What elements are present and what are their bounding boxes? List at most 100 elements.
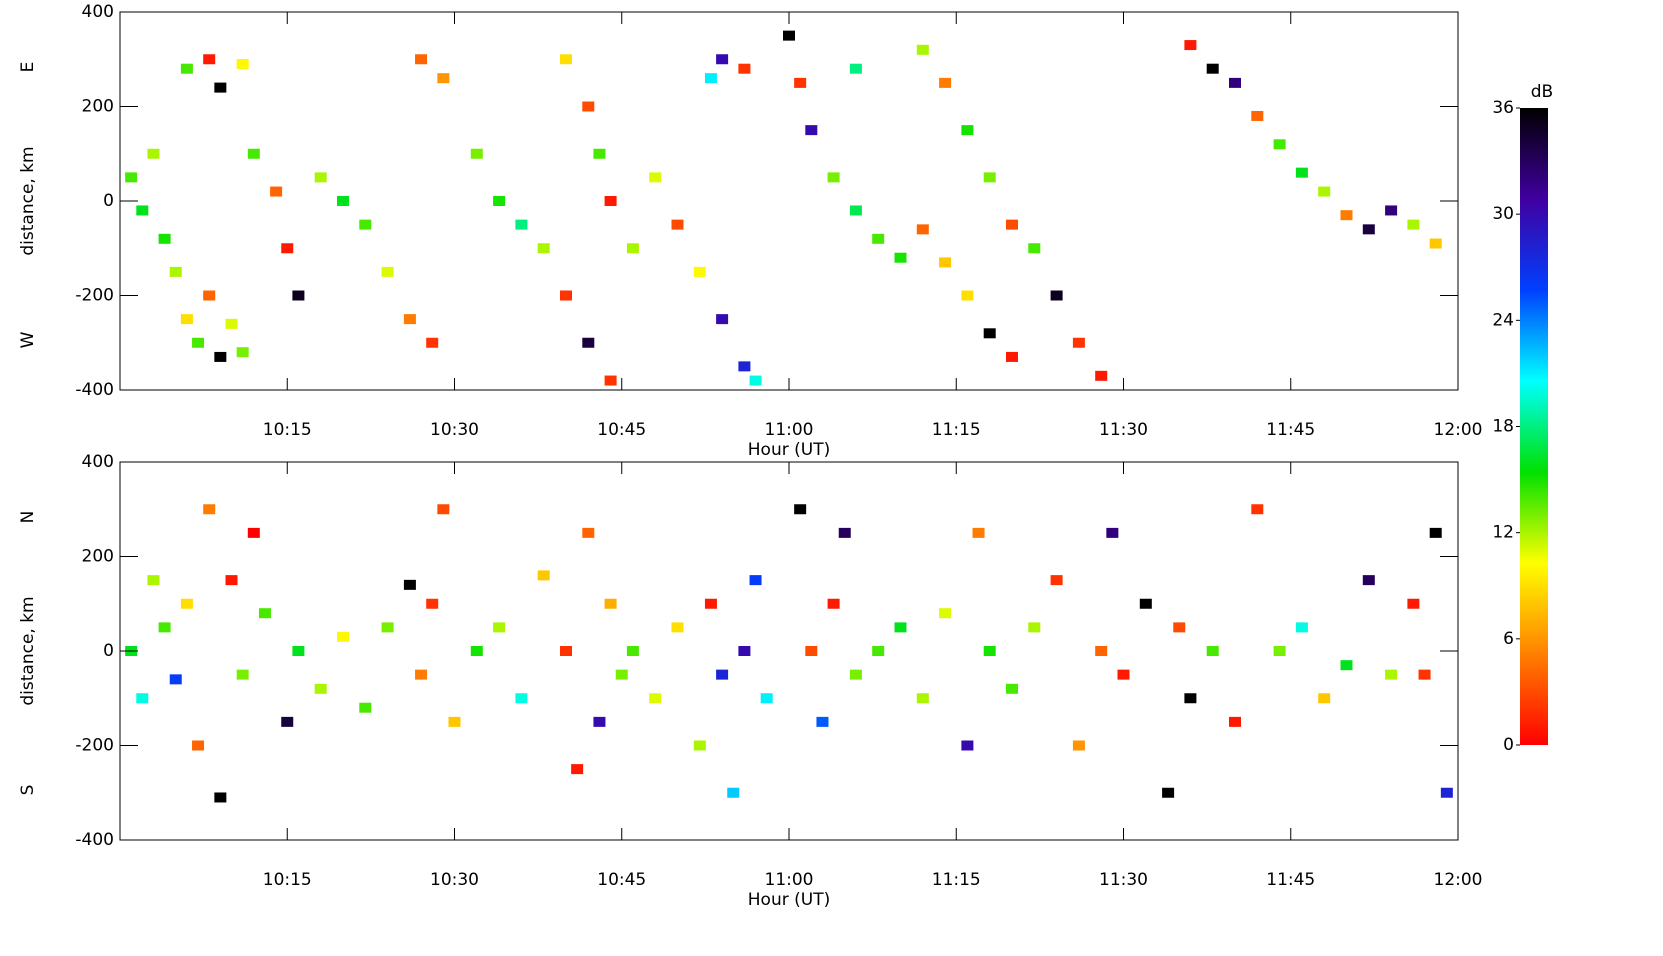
echo	[939, 608, 952, 619]
echo	[849, 63, 862, 74]
echo	[515, 219, 528, 230]
echo	[192, 337, 205, 348]
echo	[236, 347, 249, 358]
echo	[1117, 669, 1130, 680]
x-tick-label: 11:45	[1266, 420, 1315, 440]
x-tick-label: 10:15	[263, 870, 312, 890]
y-tick-label: 200	[82, 97, 114, 117]
echo	[1106, 527, 1119, 538]
echo	[983, 646, 996, 656]
echo	[1429, 527, 1442, 538]
echo	[1173, 622, 1186, 633]
echo	[147, 148, 160, 159]
echo	[437, 504, 450, 515]
echo	[1440, 787, 1453, 798]
echo	[314, 683, 327, 694]
echo	[1340, 210, 1353, 221]
x-axis-label: Hour (UT)	[748, 890, 830, 910]
echo	[593, 148, 606, 159]
echo	[693, 740, 706, 751]
echo	[1006, 351, 1018, 362]
echo	[1385, 669, 1398, 680]
echo	[849, 205, 862, 216]
echo	[727, 787, 740, 798]
echo	[716, 314, 729, 325]
echo	[415, 669, 428, 680]
x-tick-label: 12:00	[1434, 870, 1483, 890]
echo	[359, 219, 372, 230]
echo	[1162, 787, 1175, 798]
echo	[1229, 77, 1241, 88]
x-tick-label: 12:00	[1434, 420, 1483, 440]
echo	[805, 646, 818, 656]
echo	[1362, 575, 1375, 586]
echo	[615, 669, 628, 680]
echo	[649, 693, 662, 704]
echo	[626, 646, 639, 656]
echo	[872, 233, 885, 244]
y-tick-label: -200	[75, 736, 114, 756]
echo	[158, 233, 171, 244]
x-tick-label: 11:15	[932, 870, 981, 890]
y-axis-label: distance, km	[18, 596, 38, 705]
echo	[961, 290, 974, 301]
echo	[1273, 139, 1286, 150]
echo	[838, 527, 851, 538]
echo	[1050, 290, 1063, 301]
echo	[180, 63, 193, 74]
echo	[582, 101, 595, 112]
echo	[738, 646, 751, 656]
echo	[582, 337, 595, 348]
echo	[1028, 622, 1041, 633]
echo	[849, 669, 862, 680]
echo	[1340, 660, 1353, 671]
x-tick-label: 11:00	[765, 420, 814, 440]
echo	[1050, 575, 1063, 586]
echo	[749, 575, 762, 586]
x-tick-label: 10:30	[430, 420, 479, 440]
echo	[1251, 110, 1264, 121]
echo	[1028, 243, 1041, 254]
echo	[1206, 646, 1219, 656]
echo	[1139, 598, 1152, 609]
echo	[493, 196, 506, 206]
echo	[470, 646, 483, 656]
plot-frame	[119, 461, 1459, 841]
y-tick-label: 0	[103, 641, 114, 661]
echo	[1407, 219, 1420, 230]
echo	[1273, 646, 1286, 656]
y-tick-label: -200	[75, 286, 114, 306]
echo	[749, 375, 762, 386]
echo	[381, 622, 394, 633]
echo	[1006, 219, 1018, 230]
echo	[1429, 238, 1442, 249]
echo	[961, 125, 974, 136]
echo	[403, 579, 416, 590]
echo	[1072, 740, 1085, 751]
echo	[716, 669, 729, 680]
echo	[314, 172, 327, 183]
echo	[169, 266, 182, 277]
echo	[1418, 669, 1431, 680]
echo	[560, 290, 572, 301]
echo	[214, 351, 227, 362]
echo	[270, 186, 283, 197]
echo	[983, 172, 996, 183]
echo	[470, 148, 483, 159]
echo	[983, 328, 996, 339]
echo	[1184, 40, 1197, 51]
echo	[1318, 693, 1331, 704]
echo	[292, 290, 305, 301]
echo	[1206, 63, 1219, 74]
echo	[1318, 186, 1331, 197]
echo	[783, 30, 795, 41]
echo	[515, 693, 528, 704]
colorbar-tick-label: 12	[1492, 523, 1514, 543]
echo	[537, 243, 550, 254]
echo	[1229, 716, 1241, 727]
echo	[292, 646, 305, 656]
echo	[805, 125, 818, 136]
colorbar-label: dB	[1531, 82, 1553, 102]
x-tick-label: 11:30	[1099, 870, 1148, 890]
echo	[225, 575, 238, 586]
